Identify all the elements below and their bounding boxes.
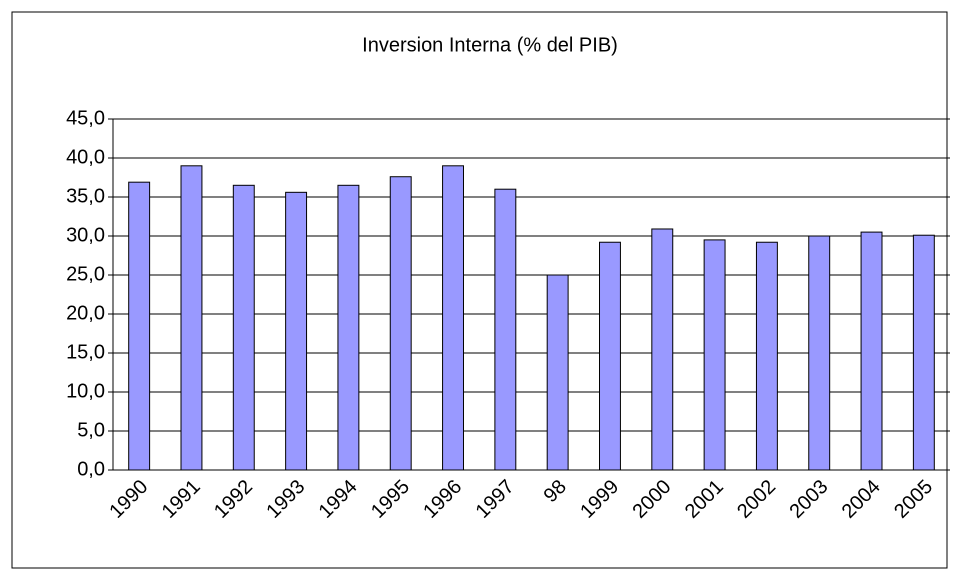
- bar: [180, 165, 203, 471]
- bar: [703, 239, 726, 471]
- y-tick-label: 20,0: [66, 302, 105, 324]
- y-tick-label: 0,0: [77, 458, 105, 480]
- bar: [285, 191, 308, 471]
- bar: [494, 188, 517, 471]
- chart-title: Inversion Interna (% del PIB): [362, 34, 618, 56]
- y-tick-label: 40,0: [66, 146, 105, 168]
- y-tick-label: 25,0: [66, 263, 105, 285]
- bar: [389, 176, 412, 471]
- bar: [337, 184, 360, 471]
- bar: [128, 181, 151, 471]
- bar: [599, 241, 621, 471]
- bar: [442, 165, 464, 471]
- y-tick-label: 10,0: [66, 380, 105, 402]
- y-tick-label: 15,0: [66, 341, 105, 363]
- y-tick-label: 45,0: [66, 107, 105, 129]
- y-tick-label: 5,0: [77, 419, 105, 441]
- chart-border: [11, 11, 948, 569]
- y-tick-label: 30,0: [66, 224, 105, 246]
- bar: [860, 231, 883, 471]
- y-tick-label: 35,0: [66, 185, 105, 207]
- bar: [651, 228, 674, 471]
- bar: [755, 241, 778, 471]
- bar: [808, 235, 831, 471]
- bar: [546, 274, 569, 471]
- bar: [232, 184, 255, 471]
- bar: [912, 234, 935, 471]
